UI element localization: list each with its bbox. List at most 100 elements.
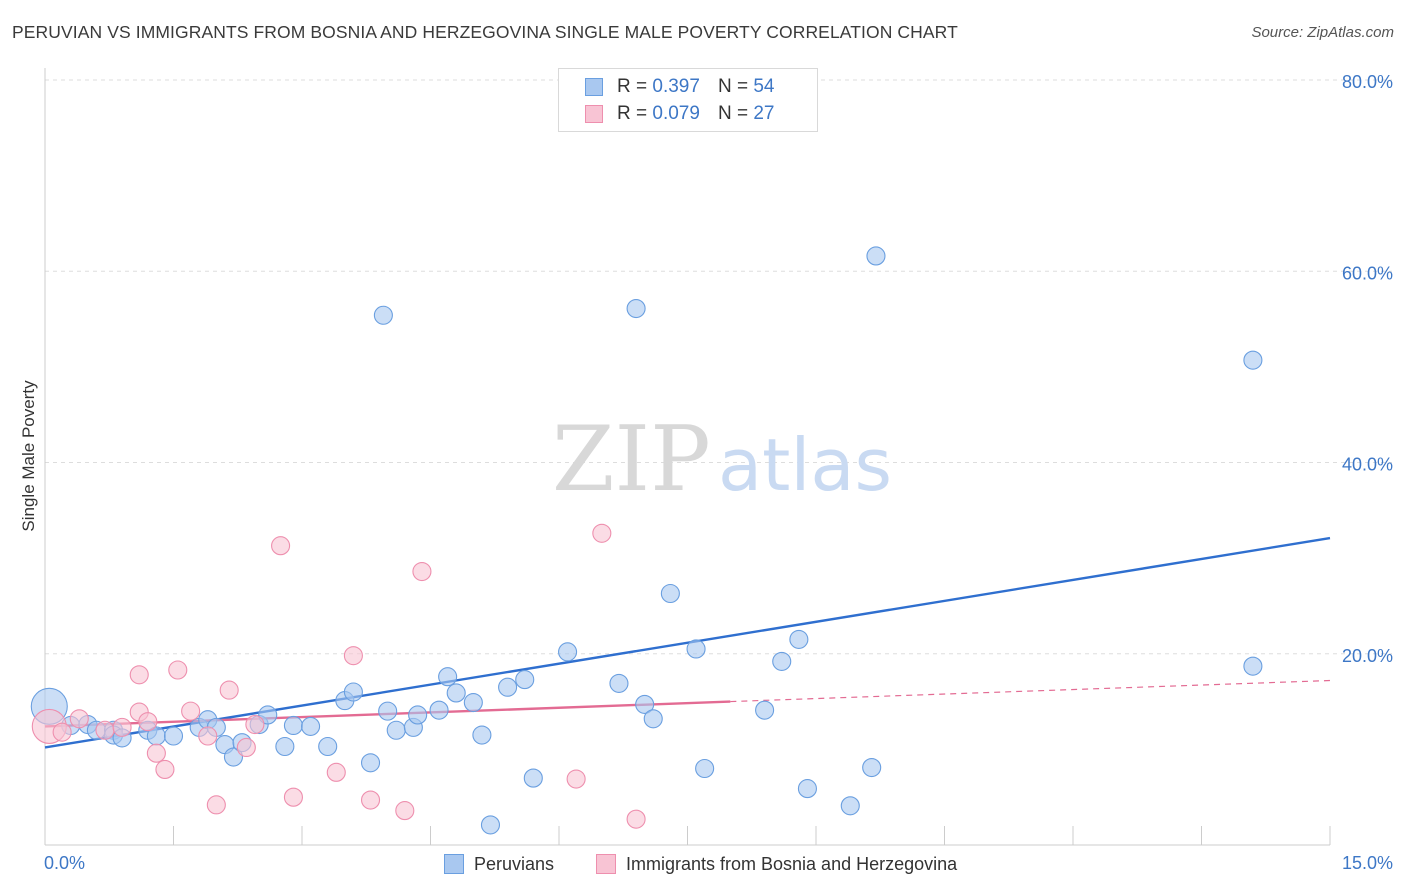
peruvians-point [635,694,655,714]
peruvians-point [378,701,398,721]
legend-row-bosnia: R = 0.079 N = 27 [585,102,774,126]
bosnia-point [146,743,166,763]
bosnia-point [168,660,188,680]
peruvians-point [515,670,535,690]
bosnia-point [219,680,239,700]
peruvians-point [755,700,775,720]
watermark-zip: ZIP [552,407,711,512]
chart-title: PERUVIAN VS IMMIGRANTS FROM BOSNIA AND H… [12,22,958,42]
bosnia-point [206,795,226,815]
legend-r-label: R = [617,76,648,97]
bosnia-point [271,536,291,556]
bosnia-point [138,712,158,732]
peruvians-point [1243,656,1263,676]
bosnia-point [129,665,149,685]
peruvians-point [660,583,680,604]
legend-r-label: R = [617,103,648,124]
peruvians-point [686,639,706,659]
x-tick-label: 0.0% [44,853,85,873]
legend-row-peruvians: R = 0.397 N = 54 [585,75,774,99]
bosnia-point [626,809,646,829]
peruvians-point [463,692,483,713]
peruvians-point [626,298,646,319]
peruvians-point [866,246,886,266]
peruvians-point [480,815,501,835]
series-peruvians [30,246,1263,835]
legend-swatch-peruvians [585,78,603,96]
grid-lines [45,79,1392,655]
peruvians-point [609,673,629,693]
bosnia-point [112,717,132,737]
peruvians-point [301,716,321,736]
bosnia-point [326,762,346,782]
peruvians-point [223,747,244,767]
bosnia-point [395,801,415,821]
peruvians-point [558,642,578,662]
peruvians-point [318,736,338,757]
legend-r-value: 0.079 [652,103,700,124]
tick-labels: 20.0% 40.0% 60.0% 80.0% 0.0% 15.0% Single Male… [19,72,1393,873]
peruvians-point [1243,350,1263,370]
y-tick-label: 80.0% [1342,72,1393,92]
bosnia-point [592,523,612,543]
bottom-legend-peruvians: Peruvians [444,852,554,876]
peruvians-point [695,758,715,779]
peruvians-point [862,757,882,778]
bosnia-point [245,714,265,735]
bottom-legend-bosnia: Immigrants from Bosnia and Herzegovina [596,852,957,876]
peruvians-point [840,796,860,816]
correlation-legend: R = 0.397 N = 54 R = 0.079 N = 27 [558,68,818,132]
bosnia-point [236,737,256,758]
bottom-legend-label-peruvians: Peruvians [474,853,555,874]
legend-n-label: N = [717,76,749,97]
peruvians-point [438,667,458,687]
legend-swatch-bosnia [585,105,603,123]
peruvians-point [429,700,449,720]
trend-line-peruvians [44,536,1331,749]
watermark: ZIP atlas [552,407,892,512]
series-bosnia [31,523,646,829]
y-tick-label: 20.0% [1342,646,1393,666]
watermark-atlas: atlas [718,423,892,507]
peruvians-point [275,736,295,757]
trend-line-extension [730,679,1331,703]
bosnia-point [69,709,89,729]
bosnia-point [155,759,175,780]
peruvians-point [283,715,303,736]
y-axis-title: Single Male Poverty [19,380,38,532]
bottom-legend-swatch-bosnia [596,854,616,874]
peruvians-point [472,725,492,745]
peruvians-point [373,305,393,325]
bottom-legend-swatch-peruvians [444,854,464,874]
bosnia-point [95,720,115,740]
bosnia-point [412,561,432,582]
peruvians-point [408,705,428,725]
bosnia-point [283,787,303,807]
bottom-legend-label-bosnia: Immigrants from Bosnia and Herzegovina [626,853,958,874]
bosnia-point [360,790,381,810]
source-credit: Source: ZipAtlas.com [1251,24,1394,41]
x-tick-label: 15.0% [1342,853,1393,873]
peruvians-point [258,705,278,725]
peruvians-point [772,651,792,671]
peruvians-point [789,629,809,649]
bosnia-point [343,646,363,666]
y-tick-label: 40.0% [1342,455,1393,475]
peruvians-point [163,726,184,746]
peruvians-point [523,768,543,788]
peruvians-point [360,753,381,773]
bosnia-point [566,769,586,789]
legend-n-label: N = [717,103,749,124]
bosnia-point [52,722,72,742]
peruvians-point [386,720,406,740]
trend-lines [44,536,1331,749]
legend-r-value: 0.397 [652,76,700,97]
peruvians-point [343,682,363,702]
data-points [30,246,1263,835]
peruvians-point [797,779,817,799]
bosnia-point [198,726,218,746]
peruvians-point [498,677,518,697]
legend-n-value: 27 [753,103,775,124]
y-tick-label: 60.0% [1342,263,1393,283]
